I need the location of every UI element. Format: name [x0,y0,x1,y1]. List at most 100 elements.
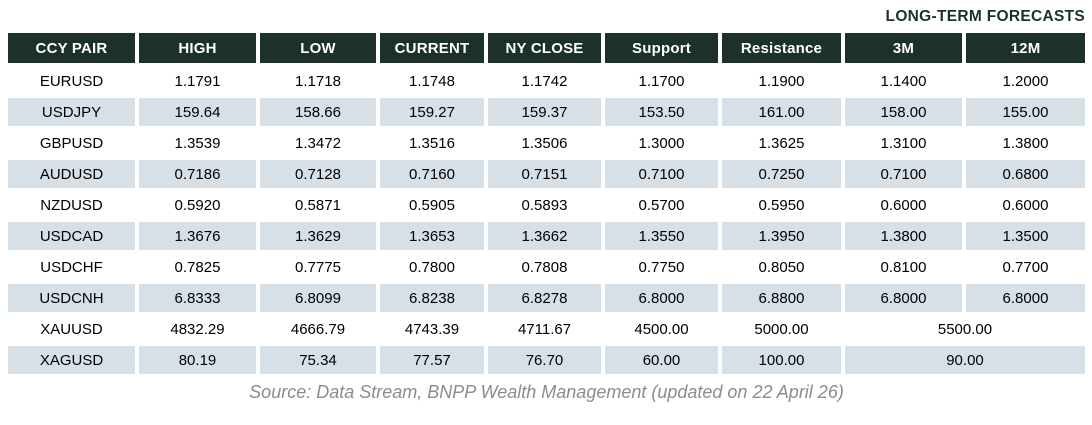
cell-low: 75.34 [260,346,376,374]
table-row-xauusd: XAUUSD 4832.29 4666.79 4743.39 4711.67 4… [8,315,1085,343]
cell-ny-close: 0.7151 [488,160,601,188]
header-current: CURRENT [380,33,484,63]
cell-high: 80.19 [139,346,256,374]
cell-high: 1.1791 [139,67,256,95]
fx-forecast-table: CCY PAIR HIGH LOW CURRENT NY CLOSE Suppo… [8,33,1085,374]
cell-ny-close: 76.70 [488,346,601,374]
cell-resistance: 100.00 [722,346,841,374]
cell-low: 1.3629 [260,222,376,250]
cell-current: 1.1748 [380,67,484,95]
cell-resistance: 161.00 [722,98,841,126]
cell-ny-close: 0.5893 [488,191,601,219]
cell-support: 6.8000 [605,284,718,312]
cell-pair: USDCNH [8,284,135,312]
cell-current: 0.5905 [380,191,484,219]
header-resistance: Resistance [722,33,841,63]
cell-pair: USDCHF [8,253,135,281]
header-3m: 3M [845,33,962,63]
cell-3m: 0.8100 [845,253,962,281]
cell-high: 0.7186 [139,160,256,188]
cell-resistance: 1.3625 [722,129,841,157]
cell-pair: AUDUSD [8,160,135,188]
cell-support: 1.3550 [605,222,718,250]
cell-3m: 0.6000 [845,191,962,219]
cell-high: 159.64 [139,98,256,126]
cell-high: 0.7825 [139,253,256,281]
header-12m: 12M [966,33,1085,63]
table-row-gbpusd: GBPUSD 1.3539 1.3472 1.3516 1.3506 1.300… [8,129,1085,157]
cell-3m: 1.1400 [845,67,962,95]
cell-support: 60.00 [605,346,718,374]
table-row-usdcad: USDCAD 1.3676 1.3629 1.3653 1.3662 1.355… [8,222,1085,250]
header-low: LOW [260,33,376,63]
cell-low: 1.1718 [260,67,376,95]
cell-high: 6.8333 [139,284,256,312]
cell-current: 1.3653 [380,222,484,250]
cell-3m: 1.3100 [845,129,962,157]
cell-current: 1.3516 [380,129,484,157]
header-ccy-pair: CCY PAIR [8,33,135,63]
cell-support: 153.50 [605,98,718,126]
cell-current: 4743.39 [380,315,484,343]
cell-ny-close: 1.3506 [488,129,601,157]
table-row-usdjpy: USDJPY 159.64 158.66 159.27 159.37 153.5… [8,98,1085,126]
cell-pair: XAGUSD [8,346,135,374]
cell-12m: 155.00 [966,98,1085,126]
cell-3m: 1.3800 [845,222,962,250]
cell-pair: USDCAD [8,222,135,250]
table-row-nzdusd: NZDUSD 0.5920 0.5871 0.5905 0.5893 0.570… [8,191,1085,219]
cell-pair: GBPUSD [8,129,135,157]
cell-current: 0.7800 [380,253,484,281]
cell-3m: 158.00 [845,98,962,126]
cell-ny-close: 1.1742 [488,67,601,95]
cell-support: 0.7750 [605,253,718,281]
cell-current: 0.7160 [380,160,484,188]
cell-resistance: 0.5950 [722,191,841,219]
cell-support: 4500.00 [605,315,718,343]
cell-ny-close: 0.7808 [488,253,601,281]
cell-3m: 0.7100 [845,160,962,188]
cell-long-term-merged: 90.00 [845,346,1085,374]
cell-resistance: 0.7250 [722,160,841,188]
cell-resistance: 1.3950 [722,222,841,250]
long-term-forecasts-title: LONG-TERM FORECASTS [885,8,1085,25]
table-row-eurusd: EURUSD 1.1791 1.1718 1.1748 1.1742 1.170… [8,67,1085,95]
table-row-audusd: AUDUSD 0.7186 0.7128 0.7160 0.7151 0.710… [8,160,1085,188]
cell-support: 1.3000 [605,129,718,157]
table-row-xagusd: XAGUSD 80.19 75.34 77.57 76.70 60.00 100… [8,346,1085,374]
header-support: Support [605,33,718,63]
cell-12m: 1.3500 [966,222,1085,250]
cell-long-term-merged: 5500.00 [845,315,1085,343]
cell-12m: 1.2000 [966,67,1085,95]
cell-low: 0.7128 [260,160,376,188]
table-row-usdcnh: USDCNH 6.8333 6.8099 6.8238 6.8278 6.800… [8,284,1085,312]
cell-support: 1.1700 [605,67,718,95]
header-ny-close: NY CLOSE [488,33,601,63]
source-caption: Source: Data Stream, BNPP Wealth Managem… [249,382,844,402]
cell-3m: 6.8000 [845,284,962,312]
cell-ny-close: 1.3662 [488,222,601,250]
cell-current: 77.57 [380,346,484,374]
cell-high: 0.5920 [139,191,256,219]
cell-12m: 6.8000 [966,284,1085,312]
cell-12m: 0.6800 [966,160,1085,188]
cell-low: 0.5871 [260,191,376,219]
cell-pair: USDJPY [8,98,135,126]
cell-low: 6.8099 [260,284,376,312]
cell-low: 1.3472 [260,129,376,157]
cell-low: 4666.79 [260,315,376,343]
cell-support: 0.5700 [605,191,718,219]
cell-low: 158.66 [260,98,376,126]
cell-12m: 0.6000 [966,191,1085,219]
cell-12m: 1.3800 [966,129,1085,157]
cell-pair: EURUSD [8,67,135,95]
fx-forecast-page: LONG-TERM FORECASTS CCY PAIR HIGH LOW CU… [8,8,1085,402]
cell-resistance: 5000.00 [722,315,841,343]
cell-support: 0.7100 [605,160,718,188]
cell-high: 1.3539 [139,129,256,157]
table-row-usdchf: USDCHF 0.7825 0.7775 0.7800 0.7808 0.775… [8,253,1085,281]
cell-ny-close: 159.37 [488,98,601,126]
cell-resistance: 0.8050 [722,253,841,281]
cell-resistance: 6.8800 [722,284,841,312]
cell-resistance: 1.1900 [722,67,841,95]
